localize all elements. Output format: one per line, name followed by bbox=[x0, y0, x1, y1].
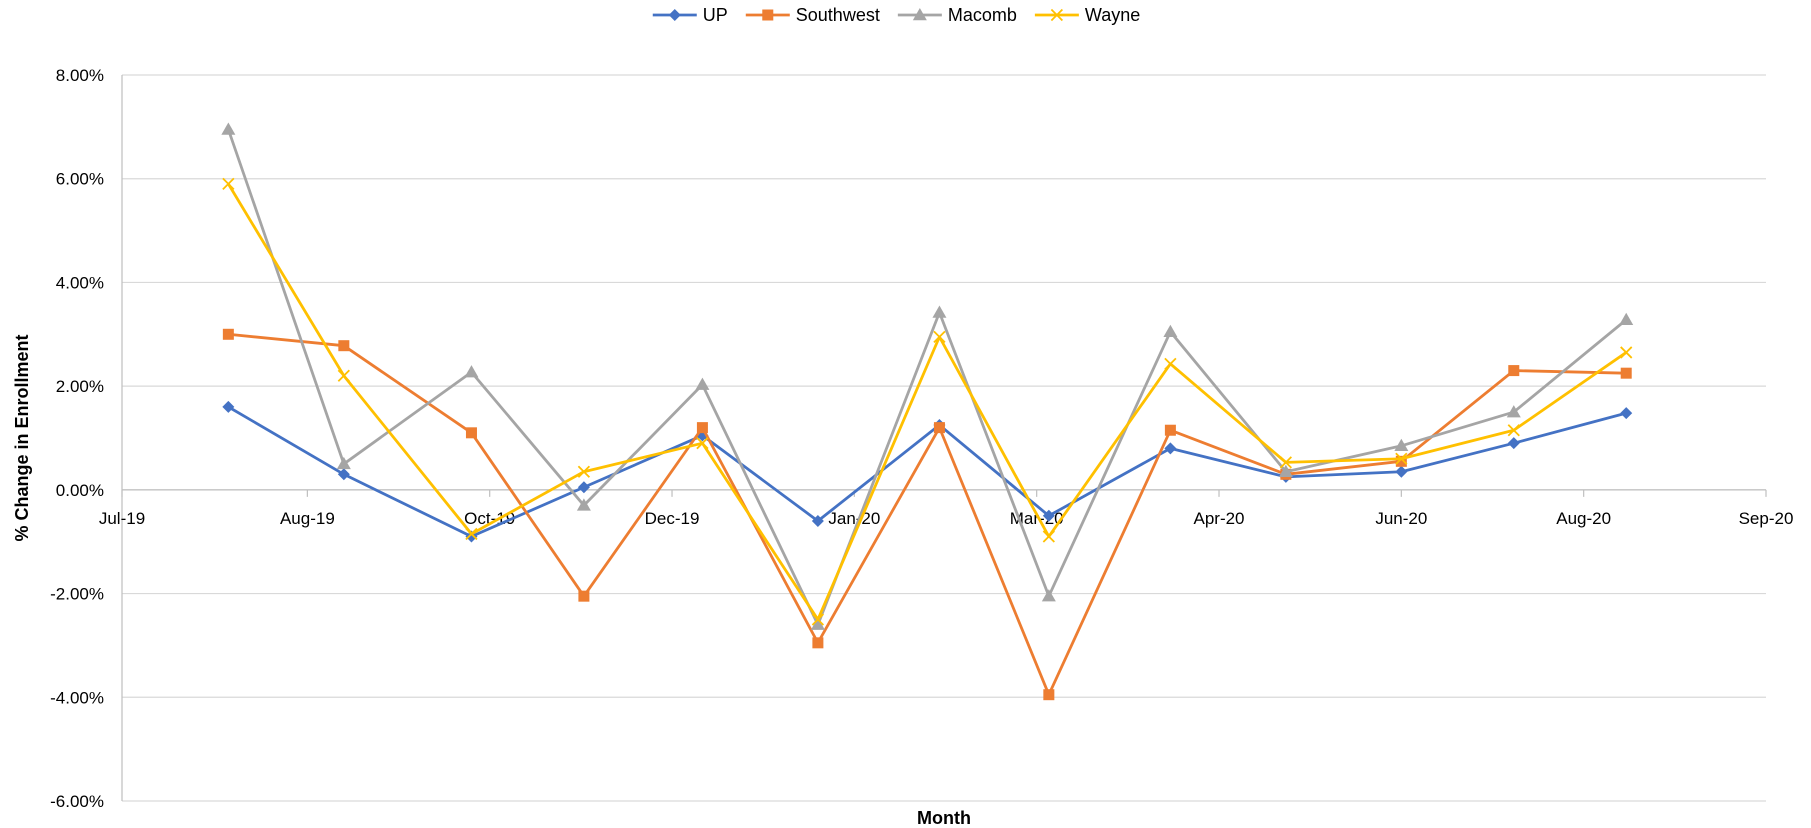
y-tick-label: 8.00% bbox=[56, 66, 104, 85]
data-point-up bbox=[811, 514, 824, 527]
data-point-wayne bbox=[933, 330, 946, 344]
x-tick-label: Aug-20 bbox=[1556, 509, 1611, 528]
data-point-southwest bbox=[338, 340, 350, 352]
legend-item-macomb: Macomb bbox=[897, 5, 1017, 25]
data-point-macomb bbox=[576, 498, 591, 511]
data-point-wayne bbox=[465, 527, 478, 541]
legend-label: Southwest bbox=[796, 5, 880, 25]
y-tick-label: 0.00% bbox=[56, 481, 104, 500]
series-wayne bbox=[222, 177, 1633, 626]
series-line-macomb bbox=[227, 128, 1628, 627]
data-point-up bbox=[1620, 407, 1633, 420]
data-point-southwest bbox=[1508, 365, 1520, 377]
data-point-southwest bbox=[933, 422, 945, 434]
data-point-wayne bbox=[1620, 346, 1633, 359]
data-point-wayne bbox=[1279, 456, 1293, 469]
data-point-southwest bbox=[222, 328, 234, 340]
x-tick-label: Jun-20 bbox=[1375, 509, 1427, 528]
data-point-wayne bbox=[337, 369, 350, 382]
legend-swatch-marker bbox=[1050, 8, 1064, 22]
data-point-up bbox=[1164, 442, 1177, 455]
data-point-southwest bbox=[1620, 367, 1632, 379]
data-point-wayne bbox=[577, 465, 591, 478]
data-point-southwest bbox=[465, 427, 477, 439]
x-tick-label: Aug-19 bbox=[280, 509, 335, 528]
series-macomb bbox=[221, 122, 1634, 630]
data-point-wayne bbox=[1164, 357, 1177, 370]
data-point-up bbox=[222, 400, 235, 413]
x-tick-label: Jan-20 bbox=[828, 509, 880, 528]
series-layer bbox=[221, 122, 1634, 701]
data-point-southwest bbox=[578, 590, 590, 602]
data-point-up bbox=[337, 468, 350, 481]
data-point-macomb bbox=[464, 365, 479, 378]
series-line-wayne bbox=[227, 183, 1628, 621]
data-point-macomb bbox=[1394, 438, 1409, 452]
legend-label: Macomb bbox=[948, 5, 1017, 25]
y-tick-label: -2.00% bbox=[50, 585, 104, 604]
data-point-macomb bbox=[336, 456, 351, 470]
data-point-macomb bbox=[1041, 589, 1056, 602]
data-point-macomb bbox=[1506, 405, 1521, 418]
data-point-southwest bbox=[696, 422, 708, 434]
data-point-up bbox=[1042, 509, 1055, 522]
legend-label: Wayne bbox=[1085, 5, 1140, 25]
data-point-southwest bbox=[812, 637, 824, 649]
data-point-up bbox=[1507, 437, 1520, 450]
data-point-wayne bbox=[222, 177, 235, 191]
y-tick-label: 2.00% bbox=[56, 377, 104, 396]
x-tick-label: Sep-20 bbox=[1739, 509, 1794, 528]
data-point-macomb bbox=[1163, 324, 1178, 337]
x-axis-title: Month bbox=[917, 808, 971, 828]
data-point-southwest bbox=[1043, 689, 1055, 701]
legend-item-southwest: Southwest bbox=[745, 5, 880, 25]
y-tick-label: -4.00% bbox=[50, 688, 104, 707]
legend-swatch-marker bbox=[762, 9, 774, 21]
legend-label: UP bbox=[703, 5, 728, 25]
y-axis-tick-labels: 8.00% 6.00% 4.00% 2.00% 0.00% -2.00% -4.00% -6.… bbox=[50, 66, 104, 811]
data-point-macomb bbox=[932, 305, 947, 318]
legend-swatch-marker bbox=[912, 8, 927, 21]
legend-item-wayne: Wayne bbox=[1034, 5, 1140, 25]
data-point-up bbox=[577, 481, 590, 494]
x-tick-label: Dec-19 bbox=[645, 509, 700, 528]
x-tick-label: Jul-19 bbox=[99, 509, 145, 528]
y-tick-label: 6.00% bbox=[56, 170, 104, 189]
legend-item-up: UP bbox=[652, 5, 728, 25]
data-point-up bbox=[1395, 465, 1408, 478]
x-tick-label: Apr-20 bbox=[1193, 509, 1244, 528]
series-southwest bbox=[222, 328, 1632, 701]
data-point-wayne bbox=[696, 437, 709, 450]
data-point-wayne bbox=[1507, 424, 1520, 437]
data-point-wayne bbox=[811, 613, 825, 626]
data-point-macomb bbox=[810, 617, 825, 630]
data-point-wayne bbox=[1395, 452, 1408, 465]
x-axis-tick-labels: Jul-19 Aug-19 Oct-19 Dec-19 Jan-20 Mar-20 Apr-… bbox=[99, 509, 1794, 528]
data-point-macomb bbox=[1619, 312, 1634, 326]
data-point-southwest bbox=[1164, 424, 1176, 436]
y-axis-title: % Change in Enrollment bbox=[12, 334, 32, 541]
y-tick-label: 4.00% bbox=[56, 273, 104, 292]
data-point-southwest bbox=[1395, 455, 1407, 467]
data-point-macomb bbox=[695, 377, 710, 390]
data-point-macomb bbox=[221, 122, 236, 135]
data-point-macomb bbox=[1278, 464, 1293, 477]
axes bbox=[121, 75, 1767, 801]
legend-swatch-marker bbox=[668, 9, 681, 21]
y-tick-label: -6.00% bbox=[50, 792, 104, 811]
data-point-wayne bbox=[1042, 530, 1055, 543]
legend: UP Southwest Macomb Wayne bbox=[652, 5, 1140, 25]
